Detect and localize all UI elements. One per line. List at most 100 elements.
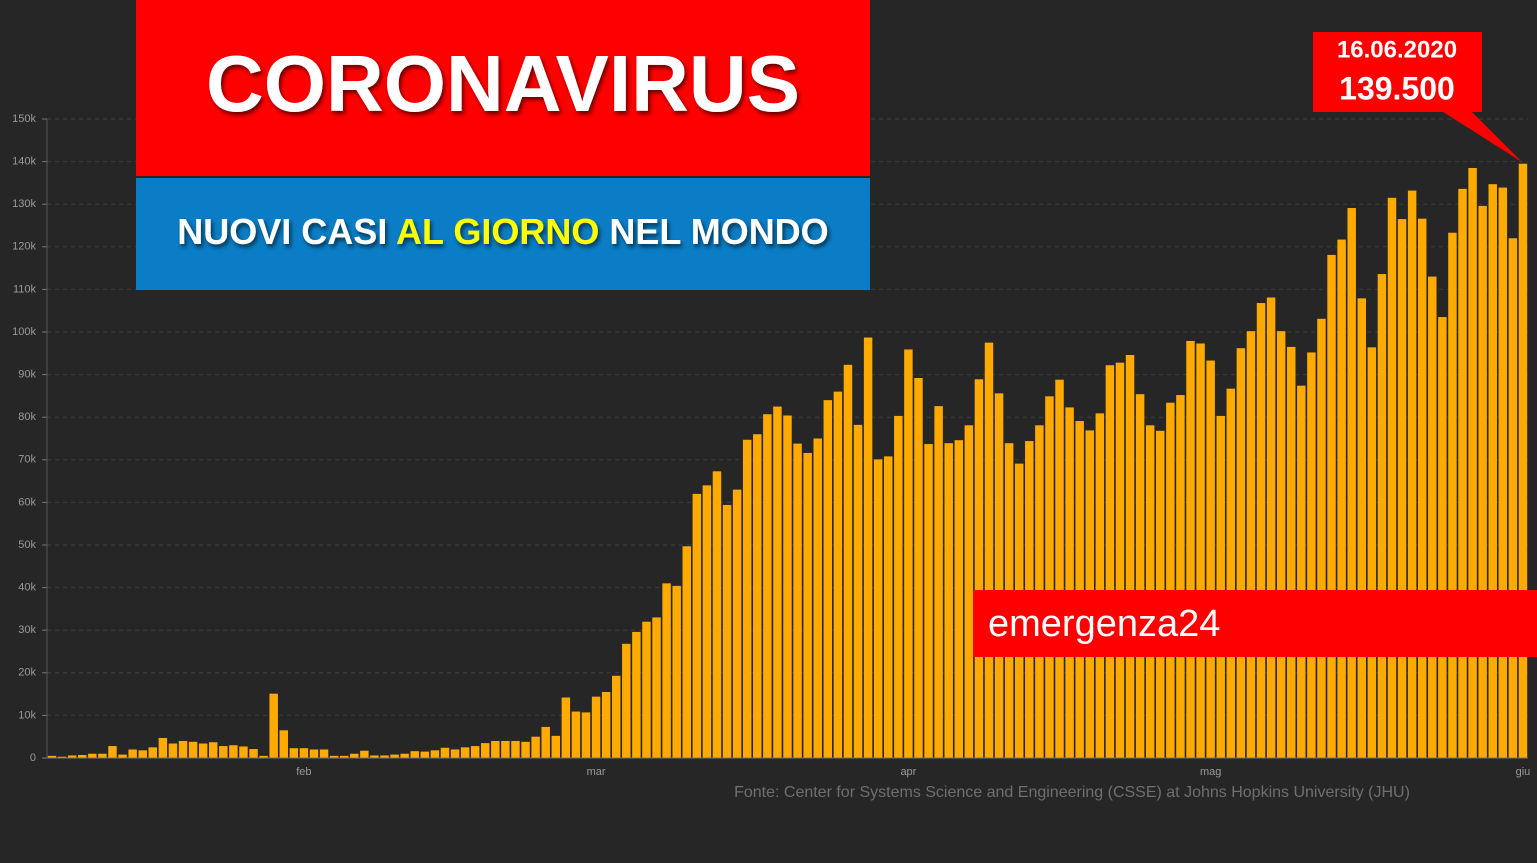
x-tick-label: mar (587, 766, 606, 778)
bar (1287, 346, 1296, 758)
bar (793, 443, 802, 758)
annotation-pointer (1440, 110, 1522, 162)
chart-title: CORONAVIRUS (206, 39, 800, 128)
bar (682, 546, 691, 758)
bar (1075, 421, 1084, 758)
bar (219, 746, 228, 758)
bar (259, 755, 268, 758)
subtitle-highlight: AL GIORNO (396, 211, 599, 252)
bar (884, 456, 893, 758)
source: Fonte: Center for Systems Science and En… (734, 784, 1410, 801)
bar (1377, 274, 1387, 758)
bar (98, 753, 107, 758)
bar (229, 745, 238, 758)
y-tick-label: 60k (18, 496, 36, 508)
bar (329, 755, 339, 758)
y-tick-label: 70k (18, 454, 36, 466)
bar (531, 736, 540, 758)
y-tick-label: 150k (12, 113, 36, 125)
bar (873, 459, 883, 758)
bar (1397, 219, 1407, 759)
bar (783, 415, 792, 758)
bar (944, 443, 953, 758)
bar (1045, 396, 1054, 758)
bar (108, 746, 117, 758)
watermark-box (973, 590, 1537, 657)
bar (1115, 362, 1125, 758)
subtitle-part: NUOVI CASI (177, 211, 396, 252)
bar (984, 342, 994, 758)
bar (57, 756, 67, 758)
bar (581, 712, 591, 758)
bar (460, 747, 470, 758)
bar (360, 750, 369, 758)
bar (1448, 232, 1457, 758)
chart-subtitle: NUOVI CASI AL GIORNO NEL MONDO (177, 211, 828, 252)
bar (924, 444, 933, 758)
bar (1407, 190, 1417, 758)
bar (853, 424, 863, 758)
bar (934, 406, 943, 758)
bar (1458, 188, 1467, 758)
bar (632, 631, 641, 758)
bar (168, 743, 178, 758)
bar (1105, 365, 1115, 758)
bar (118, 754, 127, 758)
bar (742, 439, 752, 758)
bar (1498, 187, 1508, 758)
bar (239, 746, 248, 758)
bar (440, 747, 450, 758)
bar (420, 751, 430, 758)
bar (521, 741, 530, 758)
bar (1236, 348, 1246, 758)
bar (601, 691, 611, 758)
bar (1428, 276, 1437, 758)
bar (541, 726, 550, 758)
bar (863, 337, 873, 758)
bar (1065, 407, 1074, 758)
bar (712, 471, 722, 758)
bar (964, 425, 974, 758)
bar (1417, 218, 1427, 758)
plot: 0 10k 20k 30k 40k 50k 60k 70k 80k 90k 100k 110k 120k… (12, 113, 1530, 778)
bar (813, 438, 822, 758)
bar (1337, 239, 1346, 759)
y-tick-label: 140k (12, 156, 36, 168)
x-tick-label: apr (900, 766, 916, 778)
bar (561, 697, 571, 758)
bar (1327, 254, 1336, 759)
bar (249, 749, 258, 758)
bar (1186, 340, 1195, 758)
bar (753, 434, 762, 758)
bar (1176, 395, 1185, 758)
bar (450, 749, 460, 758)
bar (773, 406, 782, 758)
bar (1216, 415, 1225, 758)
bar (1246, 331, 1256, 758)
x-tick-label: feb (296, 766, 311, 778)
bar (178, 740, 188, 758)
y-tick-label: 110k (13, 283, 37, 295)
bar (763, 414, 772, 758)
bar (128, 749, 137, 758)
bar (198, 743, 208, 758)
bar (1347, 208, 1356, 758)
y-tick-label: 10k (18, 709, 36, 721)
bar (289, 748, 299, 758)
bar (430, 750, 440, 758)
bar (611, 675, 621, 758)
bar (1387, 197, 1397, 758)
bar (209, 742, 218, 758)
bar (622, 643, 631, 758)
x-tick-label: giu (1516, 766, 1531, 778)
bar (571, 711, 581, 758)
bar (279, 730, 288, 758)
bar (1508, 238, 1518, 758)
bar (843, 364, 853, 758)
bar (722, 504, 732, 758)
bar (370, 755, 379, 758)
bar (1317, 318, 1326, 758)
y-tick-label: 80k (18, 411, 36, 423)
